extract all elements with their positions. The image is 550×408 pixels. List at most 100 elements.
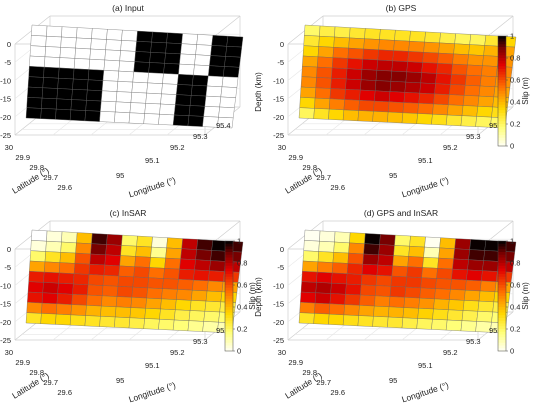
slip-cell (391, 265, 408, 278)
slip-cell (158, 319, 175, 331)
slip-cell (449, 84, 466, 96)
slip-cell (102, 285, 119, 297)
slip-cell (131, 81, 148, 94)
slip-cell (60, 241, 77, 254)
slip-cell (465, 279, 482, 292)
slip-cell (118, 60, 135, 73)
slip-cell (302, 45, 319, 57)
slip-cell (402, 307, 419, 319)
slip-cell (179, 258, 196, 271)
slip-cell (418, 297, 435, 310)
slip-cell (89, 48, 106, 61)
colorbar-segment (225, 282, 233, 286)
slip-cell (46, 25, 63, 38)
slip-cell (150, 246, 167, 259)
slip-cell (105, 244, 122, 256)
slip-cell (435, 278, 452, 290)
slip-cell (27, 291, 43, 304)
colorbar-segment (225, 246, 233, 250)
slip-cell (164, 257, 181, 270)
latitude-tick-label: 30 (278, 348, 286, 357)
slip-cell (73, 263, 90, 275)
slip-cell (476, 311, 493, 323)
slip-cell (481, 65, 498, 77)
slip-cell (304, 229, 321, 242)
slip-cell (180, 248, 197, 260)
slip-cell (376, 264, 393, 277)
slip-cell (41, 302, 58, 315)
slip-cell (27, 281, 44, 293)
slip-cell (298, 312, 315, 324)
slip-cell (179, 53, 196, 66)
slip-cell (404, 286, 421, 299)
slip-cell (218, 106, 235, 119)
slip-cell (102, 80, 119, 92)
slip-cell (87, 79, 104, 91)
colorbar-segment (498, 320, 506, 324)
slip-cell (304, 24, 321, 37)
slip-cell (407, 51, 424, 63)
slip-cell (134, 256, 151, 268)
panel-d: (d) GPS and InSAR 0 -5 -10 -15 -20 -25 Depth (k… (254, 208, 530, 404)
slip-cell (344, 294, 361, 306)
slip-cell (437, 52, 454, 65)
colorbar-segment (498, 309, 506, 313)
slip-cell (25, 107, 42, 119)
slip-cell (211, 35, 229, 47)
slip-cell (300, 291, 316, 304)
slip-cell (128, 317, 145, 329)
slip-cell (363, 38, 380, 50)
depth-tick-label: -20 (0, 113, 11, 122)
slip-cell (439, 32, 456, 44)
slip-cell (360, 79, 377, 91)
slip-cell (70, 99, 87, 111)
colorbar-frame (224, 240, 234, 352)
slip-cell (317, 261, 334, 274)
colorbar-segment (498, 93, 506, 97)
colorbar-segment (498, 140, 506, 144)
slip-cell (119, 255, 136, 267)
slip-cell (409, 235, 426, 248)
slip-cell (331, 272, 348, 285)
slip-cell (394, 234, 411, 247)
colorbar-segment (498, 77, 506, 81)
colorbar-tick-label: 0 (237, 347, 241, 356)
colorbar-segment (498, 265, 506, 269)
slip-cell (332, 47, 349, 59)
slip-cell (189, 300, 207, 312)
slip-cell (101, 90, 118, 102)
slip-cell (454, 33, 471, 45)
slip-cell (225, 46, 242, 58)
slip-cell (359, 89, 376, 102)
colorbar-segment (498, 315, 506, 319)
latitude-tick-label: 29.7 (316, 378, 331, 387)
slip-cell (115, 296, 132, 308)
slip-cell (417, 103, 434, 115)
colorbar-segment (498, 110, 506, 114)
slip-cell (408, 246, 425, 258)
slip-cell (205, 85, 223, 98)
slip-cell (58, 67, 75, 80)
slip-cell (60, 36, 77, 49)
slip-cell (188, 310, 206, 322)
slip-cell (417, 308, 434, 320)
latitude-tick-label: 29.7 (43, 378, 58, 387)
latitude-tick-label: 29.8 (302, 368, 317, 377)
slip-cell (389, 286, 406, 298)
slip-cell (329, 88, 346, 100)
slip-cell (29, 250, 46, 262)
slip-cell (330, 283, 347, 295)
slip-cell (117, 70, 134, 83)
slip-cell (317, 56, 334, 69)
slip-cell (319, 25, 336, 38)
slip-cell (84, 110, 101, 122)
slip-cell (394, 29, 411, 42)
slip-cell (61, 231, 78, 244)
slip-cell (100, 305, 117, 318)
colorbar-segment (225, 307, 233, 311)
slip-cell (74, 252, 91, 265)
slip-cell (217, 117, 234, 129)
slip-cell (438, 42, 455, 55)
slip-cell (469, 34, 487, 46)
